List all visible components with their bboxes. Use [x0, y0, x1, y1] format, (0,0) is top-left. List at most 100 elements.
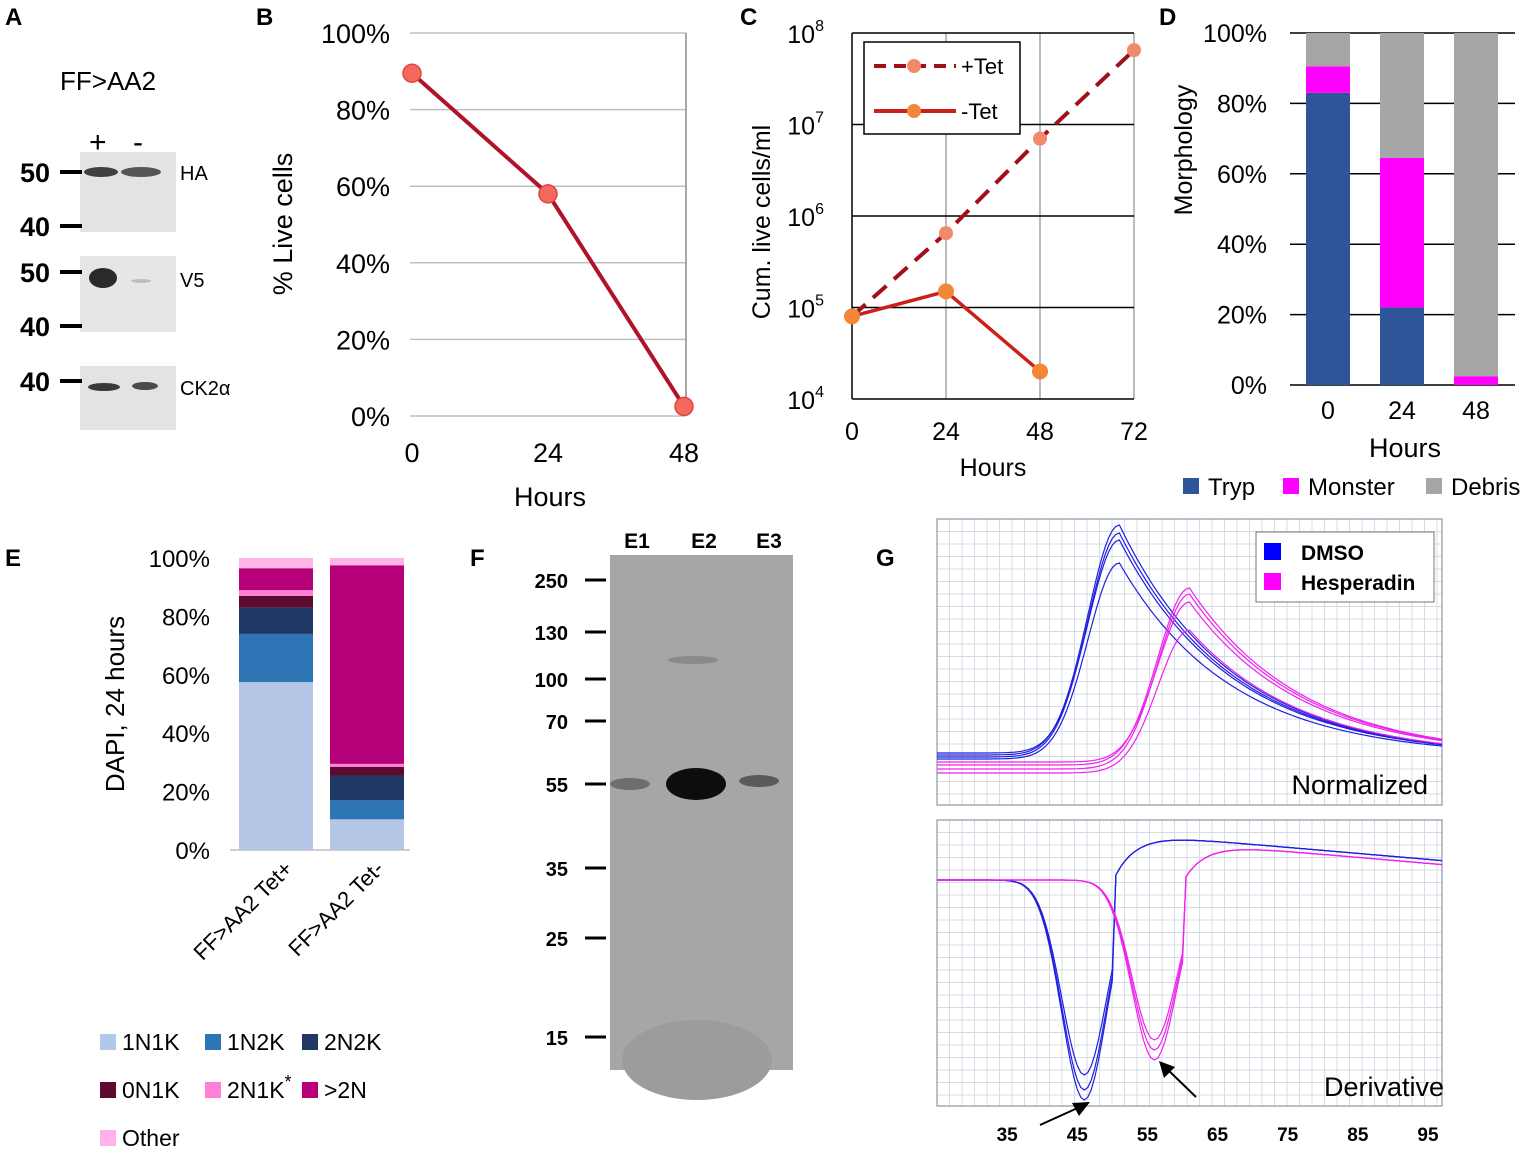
- band-e3: [739, 775, 779, 787]
- legend-swatch: [302, 1082, 318, 1098]
- blot-title: FF>AA2: [60, 66, 156, 96]
- hesperadin-derivative-curve: [937, 849, 1443, 1041]
- bar-segment-1n1k: [239, 682, 313, 850]
- dmso-derivative-curve: [937, 839, 1443, 1076]
- tick-exponent: 5: [815, 293, 824, 310]
- panel-letter-c: C: [740, 4, 757, 31]
- x-tick-label: 24: [932, 418, 960, 446]
- lane-label-plus: +: [89, 126, 107, 159]
- y-tick-label: 80%: [1217, 90, 1267, 118]
- v5-band-minus: [131, 279, 151, 283]
- bar-segment-gt2n: [239, 568, 313, 591]
- y-tick-label: 105: [787, 293, 824, 324]
- y-tick-label: 20%: [1217, 302, 1267, 330]
- bar-segment-2n2k: [239, 607, 313, 634]
- legend-label-dmso: DMSO: [1301, 542, 1364, 565]
- legend-marker-plus-tet: [907, 59, 921, 73]
- y-tick-label: 80%: [162, 604, 210, 631]
- legend-swatch-tryp: [1183, 478, 1199, 494]
- v5-label: V5: [180, 270, 204, 292]
- x-tick-label: 0: [404, 438, 419, 468]
- legend-asterisk: *: [285, 1072, 292, 1092]
- marker-label: 55: [546, 775, 568, 797]
- y-tick-label: 106: [787, 201, 824, 232]
- bar-segment-1n2k: [239, 633, 313, 683]
- ha-label: HA: [180, 163, 208, 185]
- tick-base: 10: [787, 387, 815, 415]
- legend-label: >2N: [324, 1077, 367, 1103]
- band-e1: [610, 778, 650, 790]
- data-point-minus-tet: [844, 308, 860, 325]
- bar-segment-1n2k: [330, 800, 404, 820]
- v5-blot-membrane: [80, 256, 176, 332]
- tick-exponent: 6: [815, 201, 824, 218]
- bar-segment-debris: [1380, 33, 1424, 158]
- x-tick-label: 24: [1388, 397, 1416, 425]
- band-e2-high: [668, 656, 718, 664]
- marker-label: 100: [535, 670, 568, 692]
- legend-swatch: [100, 1034, 116, 1050]
- y-tick-label: 60%: [1217, 161, 1267, 189]
- x-axis-title: Hours: [960, 454, 1027, 482]
- chart-e: 0% 20% 40% 60% 80% 100% FF>AA2 Tet+FF>AA2 Tet-…: [100, 546, 410, 1151]
- bar-segment-monster: [1454, 376, 1498, 385]
- ck2a-blot-membrane: [80, 366, 176, 430]
- x-tick-label: FF>AA2 Tet+: [188, 856, 297, 965]
- bar-segment-1n1k: [330, 819, 404, 850]
- v5-marker-50: 50: [20, 258, 50, 288]
- legend-label-minus-tet: -Tet: [961, 99, 998, 124]
- chart-d: 0% 20% 40% 60% 80% 100% 0 24 48 Hours Morphology Tr…: [1170, 20, 1520, 501]
- ha-marker-40: 40: [20, 212, 50, 242]
- panel-letter-e: E: [5, 545, 21, 572]
- chart-g: 35 45 55 65 75 85 95 Normalized Derivative DMSO He…: [936, 518, 1444, 1146]
- hesperadin-normalized-curve: [937, 587, 1443, 766]
- arrow-dmso-shaft: [1039, 1105, 1083, 1126]
- bar-segment-debris: [1306, 33, 1350, 67]
- tick-exponent: 4: [815, 384, 824, 401]
- lane-e2: E2: [691, 530, 717, 553]
- legend-label: 1N2K: [227, 1029, 285, 1055]
- bar-segment-other: [330, 558, 404, 566]
- ck2a-band-minus: [132, 382, 158, 390]
- y-tick-label: 108: [787, 18, 824, 49]
- tick-exponent: 7: [815, 110, 824, 127]
- marker-label: 35: [546, 859, 568, 881]
- marker-label: 130: [535, 623, 568, 645]
- legend-label: 0N1K: [122, 1077, 180, 1103]
- panel-letter-a: A: [5, 4, 22, 31]
- bar-segment-debris: [1454, 33, 1498, 377]
- arrow-hesperadin-head: [1159, 1061, 1175, 1078]
- legend-label-tryp: Tryp: [1208, 474, 1255, 501]
- normalized-plot-frame: [936, 518, 1443, 806]
- y-tick-label: 0%: [351, 402, 390, 432]
- legend-swatch-monster: [1283, 478, 1299, 494]
- y-axis-title: % Live cells: [268, 153, 298, 296]
- y-axis-title: Cum. live cells/ml: [748, 125, 776, 319]
- y-tick-label: 20%: [336, 325, 390, 355]
- legend-swatch: [205, 1082, 221, 1098]
- gel-image: [610, 555, 793, 1070]
- bar-segment-tryp: [1380, 307, 1424, 385]
- x-tick-label: 65: [1207, 1125, 1229, 1146]
- legend-label-plus-tet: +Tet: [961, 54, 1003, 79]
- y-tick-label: 20%: [162, 780, 210, 807]
- lane-e1: E1: [624, 530, 650, 553]
- arrow-dmso-head: [1072, 1102, 1090, 1116]
- legend-swatch-dmso: [1264, 543, 1281, 560]
- x-tick-label: 55: [1137, 1125, 1159, 1146]
- y-tick-label: 100%: [149, 546, 210, 573]
- data-point-minus-tet: [938, 283, 954, 300]
- band-e2: [666, 768, 726, 800]
- bar-segment-tryp: [1306, 92, 1350, 385]
- panel-letter-f: F: [470, 545, 485, 572]
- legend-box: [863, 41, 1021, 135]
- y-tick-label: 0%: [175, 838, 210, 865]
- data-point-plus-tet: [939, 226, 953, 241]
- bar-segment-2n1k: [239, 590, 313, 596]
- y-tick-label: 104: [787, 384, 824, 415]
- legend-marker-minus-tet: [907, 104, 921, 118]
- ha-blot-membrane: [80, 152, 176, 232]
- lane-label-minus: -: [133, 126, 143, 159]
- x-tick-label: 24: [533, 438, 563, 468]
